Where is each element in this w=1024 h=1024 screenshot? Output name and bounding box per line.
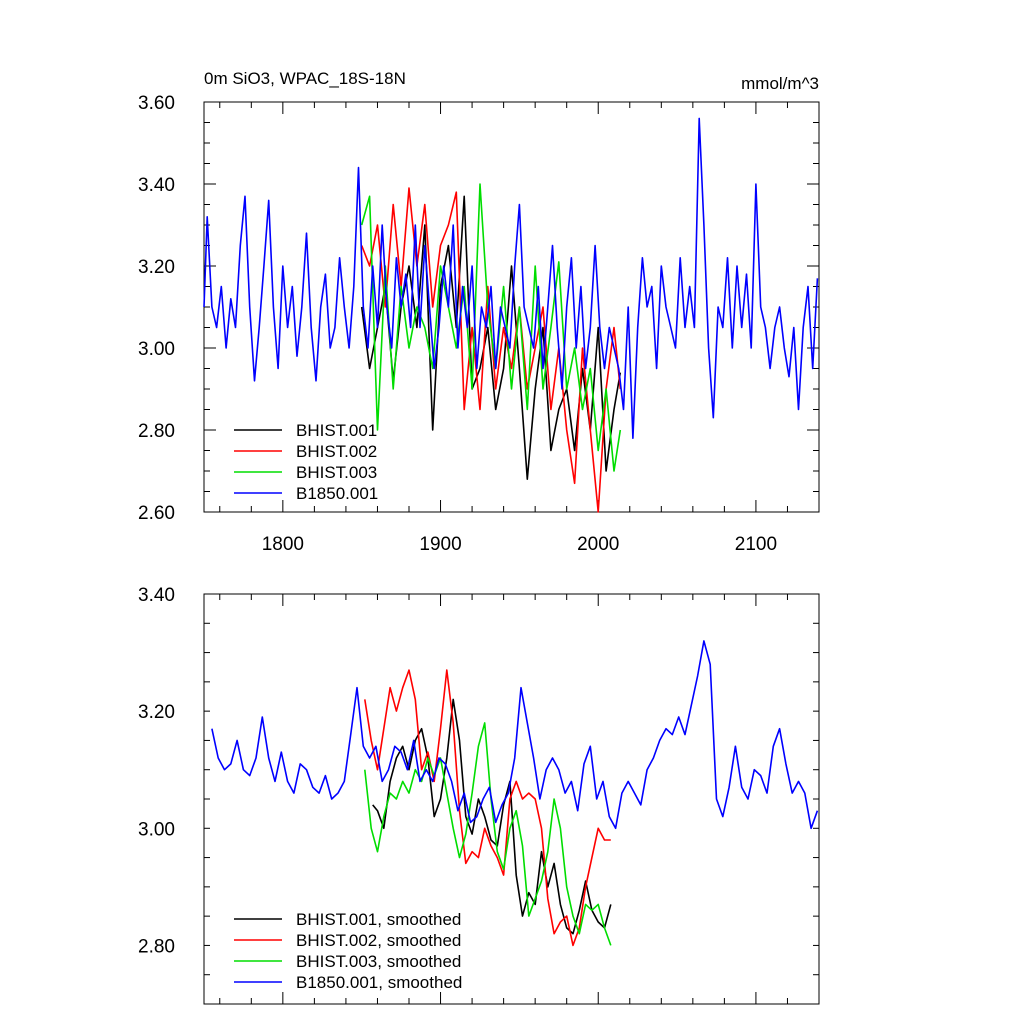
bottom-legend-label-4: B1850.001, smoothed [296, 973, 462, 992]
bottom-series-line-3 [364, 722, 612, 946]
bottom-legend-label-2: BHIST.002, smoothed [296, 931, 461, 950]
bottom-plot-area: 2.80 3.00 3.20 3.40 BHIST.001, smoothed BHIST… [138, 585, 820, 1005]
bottom-y-tick-label: 3.20 [138, 702, 175, 723]
top-x-tick-label: 1900 [419, 534, 461, 555]
top-series-line-2 [360, 187, 622, 513]
top-series-line-3 [360, 183, 622, 472]
top-chart-title: 0m SiO3, WPAC_18S-18N [204, 69, 406, 88]
top-y-tick-label: 3.60 [138, 93, 175, 114]
bottom-y-tick-label: 3.40 [138, 585, 175, 606]
top-series-line-4 [203, 117, 819, 440]
top-y-tick-label: 3.40 [138, 175, 175, 196]
bottom-legend-label-1: BHIST.001, smoothed [296, 910, 461, 929]
top-legend-label-3: BHIST.003 [296, 463, 377, 482]
top-y-tick-label: 2.60 [138, 503, 175, 524]
top-legend-label-1: BHIST.001 [296, 421, 377, 440]
top-x-tick-label: 2100 [735, 534, 777, 555]
bottom-series-line-1 [372, 698, 612, 935]
top-chart-units: mmol/m^3 [741, 74, 819, 93]
top-x-tick-label: 1800 [262, 534, 304, 555]
top-x-tick-label: 2000 [577, 534, 619, 555]
top-y-tick-label: 3.00 [138, 339, 175, 360]
bottom-legend-label-3: BHIST.003, smoothed [296, 952, 461, 971]
bottom-series-line-4 [211, 640, 819, 830]
top-y-tick-label: 2.80 [138, 421, 175, 442]
bottom-series-line-2 [364, 669, 611, 947]
bottom-y-tick-label: 3.00 [138, 819, 175, 840]
top-plot-area: 1800 1900 2000 2100 2.60 2.80 3.00 3.20 3.40 3.60… [138, 93, 820, 555]
bottom-y-tick-label: 2.80 [138, 936, 175, 957]
top-y-tick-label: 3.20 [138, 257, 175, 278]
top-legend-label-4: B1850.001 [296, 484, 378, 503]
top-legend-label-2: BHIST.002 [296, 442, 377, 461]
